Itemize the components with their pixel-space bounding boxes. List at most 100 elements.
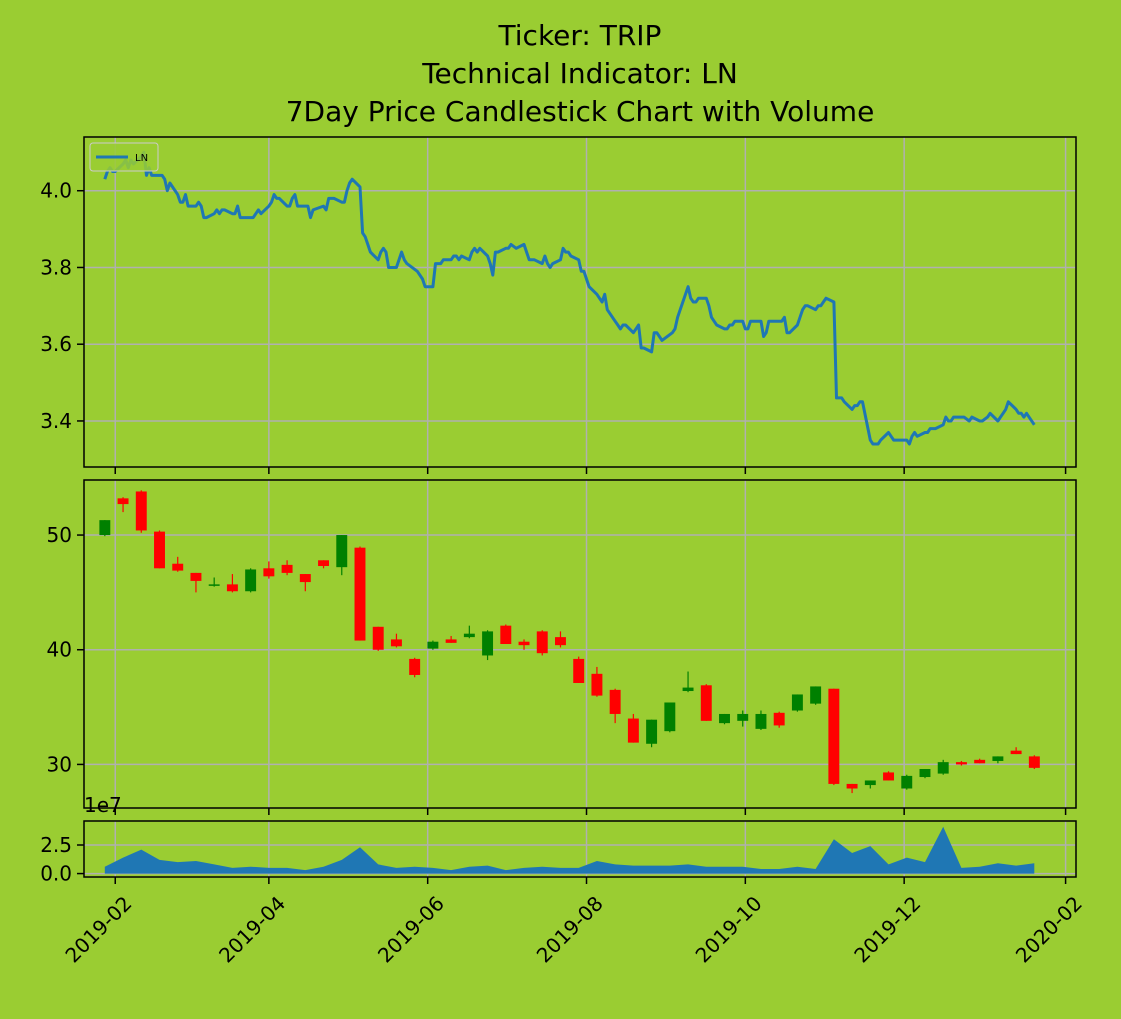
candle-25 xyxy=(555,631,566,648)
chart-title-line-1: Ticker: TRIP xyxy=(498,19,662,52)
candle-1 xyxy=(117,497,129,513)
price-y-tick-label-2: 50 xyxy=(47,523,72,547)
candle-body xyxy=(755,713,767,729)
candle-body xyxy=(846,783,858,789)
candle-41 xyxy=(846,783,858,794)
candle-body xyxy=(354,547,366,641)
candle-body xyxy=(226,584,238,592)
candle-body xyxy=(609,689,621,714)
candle-body xyxy=(901,775,913,789)
candle-body xyxy=(828,688,840,784)
ln-y-tick-label-0: 3.4 xyxy=(40,409,72,433)
candle-body xyxy=(1010,750,1022,755)
candle-body xyxy=(737,713,749,721)
price-grid xyxy=(84,480,1076,808)
ln-y-ticks: 3.4 3.6 3.8 4.0 xyxy=(40,179,84,433)
candle-body xyxy=(664,702,676,732)
x-tick-label-3: 2019-08 xyxy=(532,891,608,967)
candle-body xyxy=(719,713,730,724)
x-tick-label-4: 2019-10 xyxy=(691,891,767,967)
candle-14 xyxy=(354,546,366,641)
candle-40 xyxy=(828,688,840,786)
candle-body xyxy=(445,639,457,643)
candle-body xyxy=(1028,756,1040,768)
ln-y-tick-label-2: 3.8 xyxy=(40,255,72,279)
candle-body xyxy=(463,633,475,638)
volume-scale-label: 1e7 xyxy=(84,793,122,817)
candle-body xyxy=(99,520,111,536)
candle-39 xyxy=(810,686,822,705)
x-tick-label-2: 2019-06 xyxy=(373,891,449,967)
candle-46 xyxy=(937,759,949,775)
candle-body xyxy=(208,584,220,586)
candle-4 xyxy=(172,556,184,572)
volume-panel: 0.0 2.5 1e7 xyxy=(40,793,1077,886)
candle-3 xyxy=(154,530,165,569)
candle-body xyxy=(955,762,967,765)
candle-42 xyxy=(864,780,876,789)
candle-49 xyxy=(992,756,1004,764)
volume-area xyxy=(104,826,1035,874)
candle-body xyxy=(591,673,603,696)
candle-36 xyxy=(755,710,767,731)
candle-2 xyxy=(135,490,147,533)
candle-body xyxy=(518,641,530,646)
x-tick-label-5: 2019-12 xyxy=(849,891,925,967)
candle-11 xyxy=(299,574,311,592)
candle-37 xyxy=(773,711,785,728)
candle-13 xyxy=(336,535,348,576)
candle-18 xyxy=(427,640,439,650)
candle-body xyxy=(390,639,402,647)
candle-body xyxy=(700,685,712,721)
candle-8 xyxy=(245,568,257,593)
candles xyxy=(99,490,1040,794)
candle-body xyxy=(372,626,384,650)
volume-panel-frame xyxy=(83,820,1077,878)
candle-body xyxy=(172,563,184,571)
candle-20 xyxy=(463,625,475,639)
candle-45 xyxy=(919,769,931,779)
candle-body xyxy=(336,535,348,568)
candle-6 xyxy=(208,577,220,587)
candle-27 xyxy=(591,666,603,697)
candle-body xyxy=(919,769,931,778)
candle-body xyxy=(682,687,694,692)
candle-29 xyxy=(627,713,639,743)
candle-body xyxy=(281,564,293,573)
ln-panel-frame xyxy=(83,136,1077,468)
x-tick-label-0: 2019-02 xyxy=(60,891,136,967)
candle-47 xyxy=(955,760,967,766)
price-panel: 30 40 50 xyxy=(47,479,1077,809)
price-panel-frame xyxy=(83,479,1077,809)
candle-10 xyxy=(281,560,293,576)
chart-title-line-3: 7Day Price Candlestick Chart with Volume xyxy=(286,95,875,128)
candle-35 xyxy=(737,710,749,727)
candle-22 xyxy=(500,624,512,644)
candle-28 xyxy=(609,688,621,724)
candle-19 xyxy=(445,635,457,643)
candle-21 xyxy=(482,630,494,661)
price-y-tick-label-0: 30 xyxy=(47,752,72,776)
candle-16 xyxy=(390,633,402,648)
candle-9 xyxy=(263,561,275,579)
x-tick-label-1: 2019-04 xyxy=(214,891,290,967)
ln-grid xyxy=(84,137,1076,467)
candle-body xyxy=(263,568,275,577)
candle-body xyxy=(245,569,257,592)
candle-body xyxy=(536,631,548,654)
chart-title-line-2: Technical Indicator: LN xyxy=(421,57,738,90)
candle-43 xyxy=(883,771,895,781)
candle-12 xyxy=(318,560,330,569)
candle-body xyxy=(427,641,439,649)
price-y-ticks: 30 40 50 xyxy=(47,523,84,776)
candle-7 xyxy=(226,574,238,593)
candle-body xyxy=(500,625,512,644)
ln-legend: LN xyxy=(89,142,159,172)
volume-y-tick-label-1: 2.5 xyxy=(40,833,72,857)
candle-body xyxy=(773,712,785,726)
volume-y-tick-label-0: 0.0 xyxy=(40,862,72,886)
ln-panel-background xyxy=(84,137,1076,467)
candle-body xyxy=(883,772,895,781)
candle-44 xyxy=(901,774,913,790)
ln-legend-label: LN xyxy=(135,153,148,164)
